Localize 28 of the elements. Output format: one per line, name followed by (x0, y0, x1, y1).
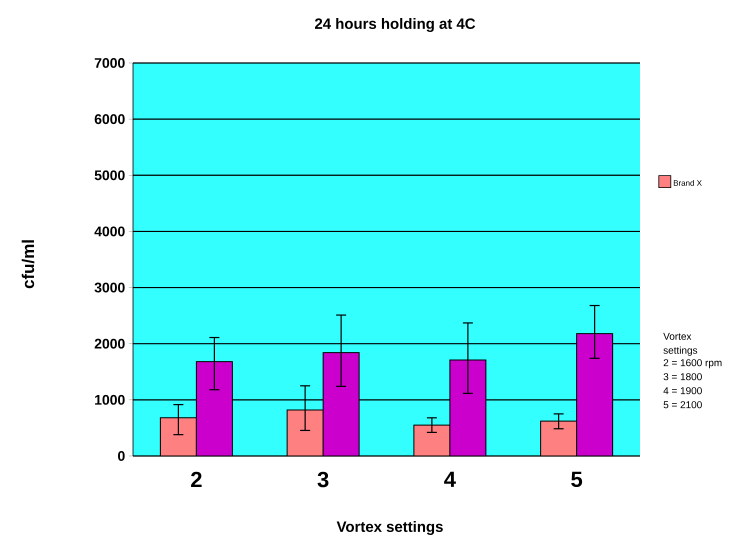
y-tick-label: 5000 (94, 170, 125, 180)
x-tick-label: 5 (571, 472, 582, 488)
y-axis-title: cfu/ml (22, 240, 34, 288)
bar (449, 359, 486, 456)
x-tick-label: 3 (318, 472, 328, 488)
text: 2 = 1600 rpm (664, 359, 722, 368)
y-tick-label: 2000 (94, 338, 125, 349)
bar (196, 361, 233, 456)
bar (576, 333, 614, 456)
x-tick-label: 4 (444, 472, 456, 487)
bar (286, 409, 324, 456)
y-tick-label: 1000 (95, 394, 125, 405)
bar (413, 424, 450, 456)
chart-title: 24 hours holding at 4C (314, 18, 476, 32)
y-tick-label: 3000 (94, 282, 125, 293)
x-axis-title: Vortex settings (336, 520, 443, 535)
text: 3 = 1800 (664, 373, 702, 380)
text: 4 = 1900 (663, 387, 702, 394)
y-tick-label: 7000 (94, 58, 125, 68)
y-tick-label: 0 (118, 451, 125, 461)
bar (322, 352, 360, 456)
text: Vortex settings (663, 332, 698, 356)
bar (540, 420, 578, 456)
y-tick-label: 4000 (94, 226, 125, 236)
x-tick-label: 2 (191, 472, 202, 488)
text: 5 = 2100 (664, 401, 702, 408)
y-tick-label: 6000 (94, 114, 125, 124)
bar (160, 417, 197, 456)
